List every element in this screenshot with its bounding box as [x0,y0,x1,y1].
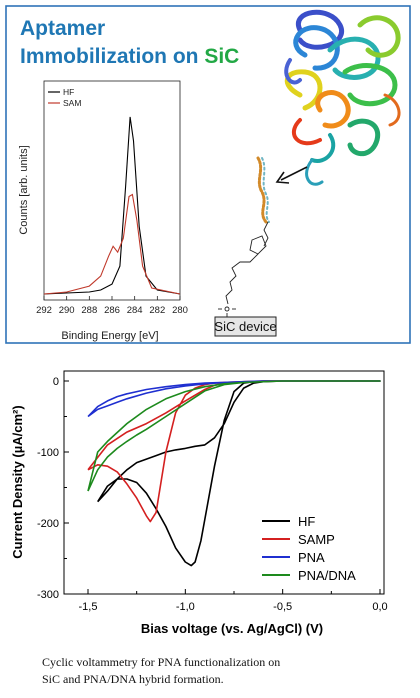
xps-x-tick-label: 284 [127,305,143,316]
xps-x-tick-label: 282 [149,305,165,316]
sic-device-label: SiC device [214,316,277,337]
cv-plot-frame [63,370,385,595]
caption-line-2: SiC and PNA/DNA hybrid formation. [42,672,224,686]
cv-axes: 0 -100 -200 -300 -1,5 -1,0 -0,5 0,0 [37,370,388,613]
xps-ylabel: Counts [arb. units] [18,145,30,234]
xps-legend-label: SAM [63,98,81,108]
top-panel: Aptamer Immobilization on SiC 292 290 288 2… [5,5,411,344]
panel-title-sic: SiC [204,45,239,68]
sic-device-text: SiC device [214,319,276,334]
xps-x-tick-label: 288 [81,305,97,316]
xps-series-hf [43,116,181,295]
xps-series-sam [43,193,181,295]
panel-title-line1: Aptamer [20,17,105,40]
cv-x-tick-label: -1,0 [176,601,195,613]
cv-legend-label: PNA [298,550,325,565]
cv-x-tick-label: -1,5 [79,601,98,613]
linker-molecule-illustration [218,221,269,320]
cv-legend-label: SAMP [298,532,335,547]
xps-x-tick-label: 286 [104,305,120,316]
cv-ylabel: Current Density (µA/cm²) [10,405,25,558]
cv-x-tick-label: -0,5 [273,601,292,613]
cv-series-pna [87,380,381,418]
panel-title-line2: Immobilization on SiC [20,45,239,68]
xps-x-ticks: 292 290 288 286 284 282 280 [36,296,188,316]
cv-series-hf [97,380,381,567]
protein-ribbon-illustration [284,9,401,186]
cv-y-tick-label: 0 [53,376,59,388]
xps-x-tick-label: 290 [59,305,75,316]
xps-x-tick-label: 292 [36,305,52,316]
cv-series-pna-dna [87,380,381,492]
cv-y-tick-label: -100 [37,447,59,459]
cv-y-tick-label: -200 [37,518,59,530]
cv-xlabel: Bias voltage (vs. Ag/AgCl) (V) [141,621,323,636]
cv-legend-label: PNA/DNA [298,568,356,583]
cv-plot: 0 -100 -200 -300 -1,5 -1,0 -0,5 0,0 HF SAMP PNA PN… [10,370,388,636]
xps-x-tick-label: 280 [172,305,188,316]
panel-title-line2-prefix: Immobilization on [20,45,204,68]
xps-plot-frame [43,80,181,301]
aptamer-strand-illustration [256,156,270,224]
binding-arrow [275,166,308,184]
cv-y-tick-label: -300 [37,589,59,601]
cv-legend: HF SAMP PNA PNA/DNA [262,514,356,583]
caption-line-1: Cyclic voltammetry for PNA functionaliza… [42,655,281,669]
cv-x-tick-label: 0,0 [372,601,387,613]
cv-series-lines [87,380,381,567]
xps-legend-label: HF [63,87,74,97]
xps-series-lines [43,116,181,295]
cv-legend-label: HF [298,514,315,529]
xps-xlabel: Binding Energy [eV] [61,330,158,342]
figure-caption: Cyclic voltammetry for PNA functionaliza… [42,654,382,688]
